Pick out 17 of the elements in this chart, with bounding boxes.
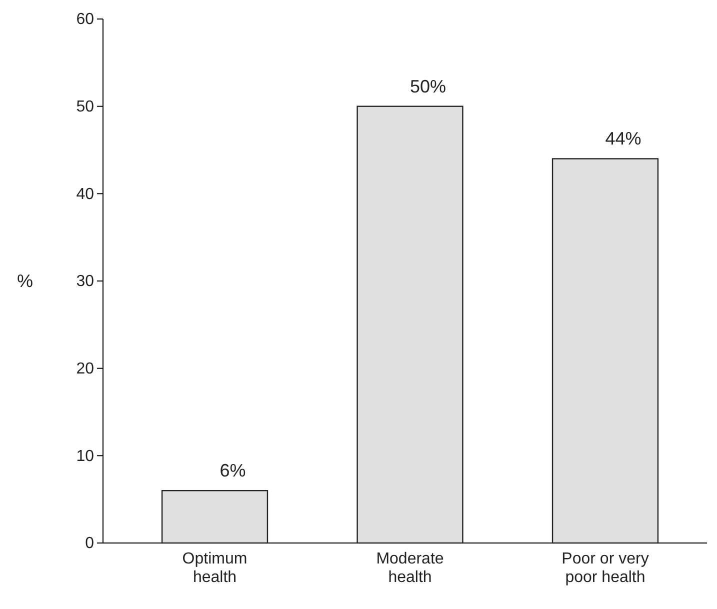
- y-tick-label: 10: [76, 448, 94, 465]
- y-tick-label: 20: [76, 360, 94, 378]
- y-tick-label: 0: [85, 535, 94, 552]
- y-tick-label: 60: [76, 11, 94, 28]
- y-axis-title: %: [16, 271, 34, 291]
- bar: [552, 158, 659, 544]
- bar: [356, 106, 464, 544]
- data-label: 6%: [220, 460, 246, 481]
- x-tick-label: Poor or very poor health: [562, 550, 649, 586]
- y-tick-label: 50: [76, 98, 94, 116]
- x-tick-label: Moderate health: [376, 550, 444, 586]
- data-label: 44%: [605, 128, 642, 149]
- x-tick-label: Optimum health: [182, 550, 248, 586]
- bar: [161, 490, 268, 544]
- y-tick-label: 40: [76, 186, 94, 203]
- y-tick-label: 30: [76, 273, 94, 290]
- data-label: 50%: [410, 76, 446, 96]
